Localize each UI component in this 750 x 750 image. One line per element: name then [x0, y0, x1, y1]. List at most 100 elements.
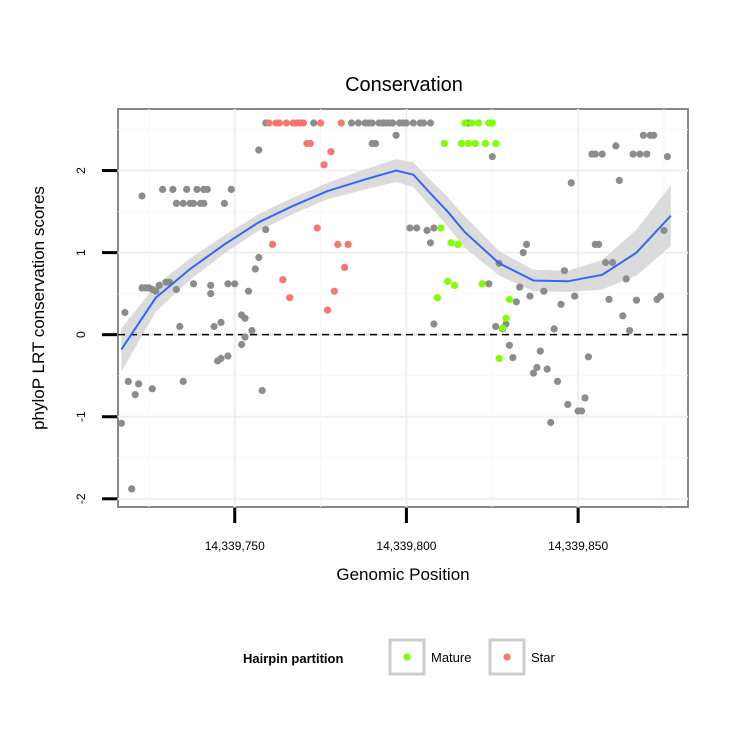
data-point-other	[626, 327, 634, 335]
data-point-other	[423, 226, 431, 235]
data-point-other	[179, 377, 187, 385]
data-point-other	[485, 280, 493, 288]
data-point-other	[615, 176, 623, 184]
data-point-other	[238, 340, 246, 349]
data-point-other	[248, 327, 256, 335]
data-point-other	[650, 131, 658, 139]
legend-title: Hairpin partition	[243, 651, 343, 666]
data-point-other	[533, 363, 541, 372]
data-point-other	[571, 292, 579, 300]
data-point-mature	[478, 280, 486, 288]
data-point-other	[523, 240, 531, 248]
data-point-mature	[457, 139, 465, 148]
data-point-other	[258, 386, 266, 395]
data-point-other	[409, 119, 417, 127]
data-point-other	[203, 185, 211, 193]
data-point-other	[578, 407, 586, 415]
data-point-other	[519, 249, 527, 257]
data-point-other	[227, 185, 235, 193]
data-point-other	[310, 119, 318, 127]
data-point-other	[567, 179, 575, 187]
data-point-other	[169, 185, 177, 193]
smooth-line-layer	[120, 169, 672, 350]
data-point-other	[509, 354, 517, 362]
x-axis-title: Genomic Position	[336, 565, 469, 584]
data-point-mature	[488, 119, 496, 127]
data-point-other	[255, 253, 263, 262]
data-point-other	[540, 287, 548, 295]
x-tick-label: 14,339,850	[548, 539, 608, 553]
data-point-other	[217, 318, 225, 326]
data-point-other	[564, 400, 572, 408]
data-point-other	[608, 258, 617, 267]
data-point-other	[591, 150, 599, 158]
data-point-other	[189, 199, 198, 207]
data-point-mature	[444, 277, 452, 285]
data-point-star	[320, 161, 328, 169]
data-point-other	[639, 131, 648, 139]
data-point-other	[255, 146, 263, 154]
data-point-other	[636, 150, 644, 158]
data-point-other	[224, 280, 232, 288]
data-point-mature	[440, 139, 448, 148]
data-point-other	[131, 391, 139, 399]
data-point-other	[526, 292, 534, 300]
data-point-other	[152, 287, 160, 295]
data-point-mature	[481, 139, 489, 148]
data-point-other	[347, 119, 356, 127]
data-point-mature	[502, 314, 510, 322]
data-point-other	[244, 287, 253, 295]
data-point-other	[183, 185, 191, 193]
data-point-other	[598, 150, 606, 158]
data-point-other	[354, 119, 362, 127]
data-point-other	[389, 119, 397, 127]
data-point-other	[557, 300, 565, 308]
data-point-other	[224, 352, 232, 360]
data-point-other	[516, 283, 524, 291]
data-point-other	[135, 380, 143, 388]
data-point-other	[605, 295, 613, 303]
data-point-other	[663, 153, 672, 161]
data-point-other	[622, 275, 630, 283]
data-point-other	[426, 119, 435, 127]
data-point-other	[550, 325, 558, 333]
data-point-star	[306, 139, 314, 148]
data-point-mature	[454, 240, 462, 248]
data-point-other	[210, 322, 218, 331]
y-axis-title: phyloP LRT conservation scores	[29, 186, 48, 430]
data-point-star	[282, 119, 290, 127]
legend: Hairpin partition Mature Star	[243, 638, 556, 676]
data-point-star	[286, 294, 294, 302]
data-point-other	[220, 199, 228, 207]
data-point-mature	[461, 119, 469, 127]
data-point-other	[612, 142, 620, 150]
data-point-other	[406, 224, 414, 232]
data-point-other	[420, 119, 428, 127]
data-point-other	[619, 312, 627, 320]
data-point-star	[299, 119, 307, 127]
data-point-other	[536, 347, 544, 355]
data-point-other	[251, 265, 259, 273]
data-point-mature	[495, 354, 503, 363]
data-point-star	[327, 148, 335, 156]
data-point-other	[207, 290, 215, 298]
data-point-other	[660, 226, 668, 235]
x-tick-label: 14,339,750	[205, 539, 265, 553]
data-point-mature	[437, 224, 445, 232]
data-point-other	[505, 341, 513, 349]
data-point-other	[643, 150, 651, 158]
data-point-other	[176, 322, 184, 331]
data-point-other	[392, 131, 400, 139]
data-point-star	[268, 240, 277, 248]
y-axis: -2 -1 0 1 2	[74, 167, 117, 504]
data-point-mature	[505, 295, 513, 303]
data-point-other	[560, 267, 569, 275]
legend-marker-star	[503, 653, 511, 661]
data-point-other	[581, 394, 589, 402]
y-tick-label: 0	[74, 331, 88, 338]
data-point-other	[547, 418, 555, 427]
data-point-other	[430, 320, 438, 328]
data-points	[117, 119, 672, 493]
data-point-other	[595, 240, 603, 248]
data-point-other	[159, 185, 167, 193]
